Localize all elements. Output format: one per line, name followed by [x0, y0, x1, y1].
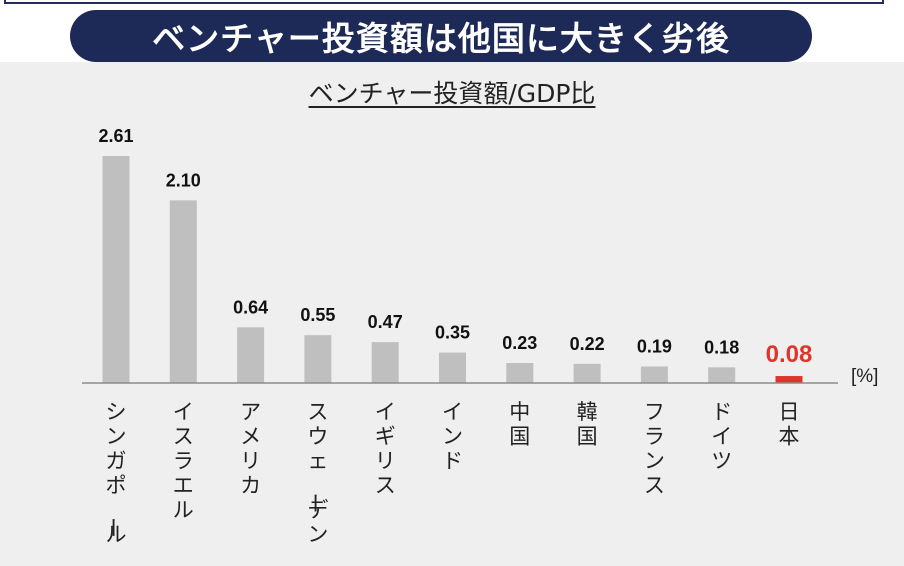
bar-4: [371, 342, 399, 383]
value-label-5: 0.35: [435, 323, 470, 343]
category-label-8: フランス: [644, 400, 665, 498]
bar-0: [102, 156, 130, 383]
category-label-7: 韓国: [577, 400, 598, 449]
unit-label: [%]: [851, 366, 878, 387]
headline-banner: ベンチャー投資額は他国に大きく劣後: [70, 10, 812, 62]
category-label-6: 中国: [509, 400, 530, 449]
value-label-6: 0.23: [502, 333, 537, 353]
value-labels-group: 2.61 2.10 0.64 0.55 0.47 0.35 0.23 0.22 0.19 0.18…: [98, 126, 812, 368]
category-label-4: イギリス: [375, 400, 396, 498]
category-label-5: インド: [442, 400, 463, 473]
category-label-2: アメリカ: [240, 400, 261, 498]
category-label-1: イスラエル: [173, 400, 194, 522]
top-border: [4, 0, 884, 4]
headline-text: ベンチャー投資額は他国に大きく劣後: [152, 19, 730, 58]
bar-8: [640, 366, 668, 383]
category-label-3: スウェーデン: [302, 400, 328, 547]
bar-7: [573, 363, 601, 383]
bar-6: [506, 362, 534, 383]
value-label-9: 0.18: [704, 337, 739, 357]
category-label-0: シンガポール: [101, 400, 127, 547]
bars-group: [102, 156, 803, 383]
chart-panel: [0, 62, 904, 566]
bar-1: [169, 200, 197, 383]
bar-9: [708, 367, 736, 383]
value-label-3: 0.55: [300, 305, 335, 325]
bar-2: [237, 327, 265, 383]
value-label-7: 0.22: [570, 334, 605, 354]
value-label-8: 0.19: [637, 336, 672, 356]
value-label-0: 2.61: [98, 126, 133, 146]
value-label-2: 0.64: [233, 297, 268, 317]
category-label-9: ドイツ: [711, 400, 732, 473]
value-label-4: 0.47: [368, 312, 403, 332]
chart-title-text: ベンチャー投資額/GDP比: [308, 79, 596, 108]
value-label-10: 0.08: [766, 341, 813, 368]
value-label-1: 2.10: [166, 170, 201, 190]
bar-5: [439, 352, 466, 383]
category-label-10: 日本: [779, 400, 800, 449]
bar-10: [775, 376, 803, 383]
bar-3: [304, 335, 332, 383]
chart-title: ベンチャー投資額/GDP比: [0, 74, 904, 110]
